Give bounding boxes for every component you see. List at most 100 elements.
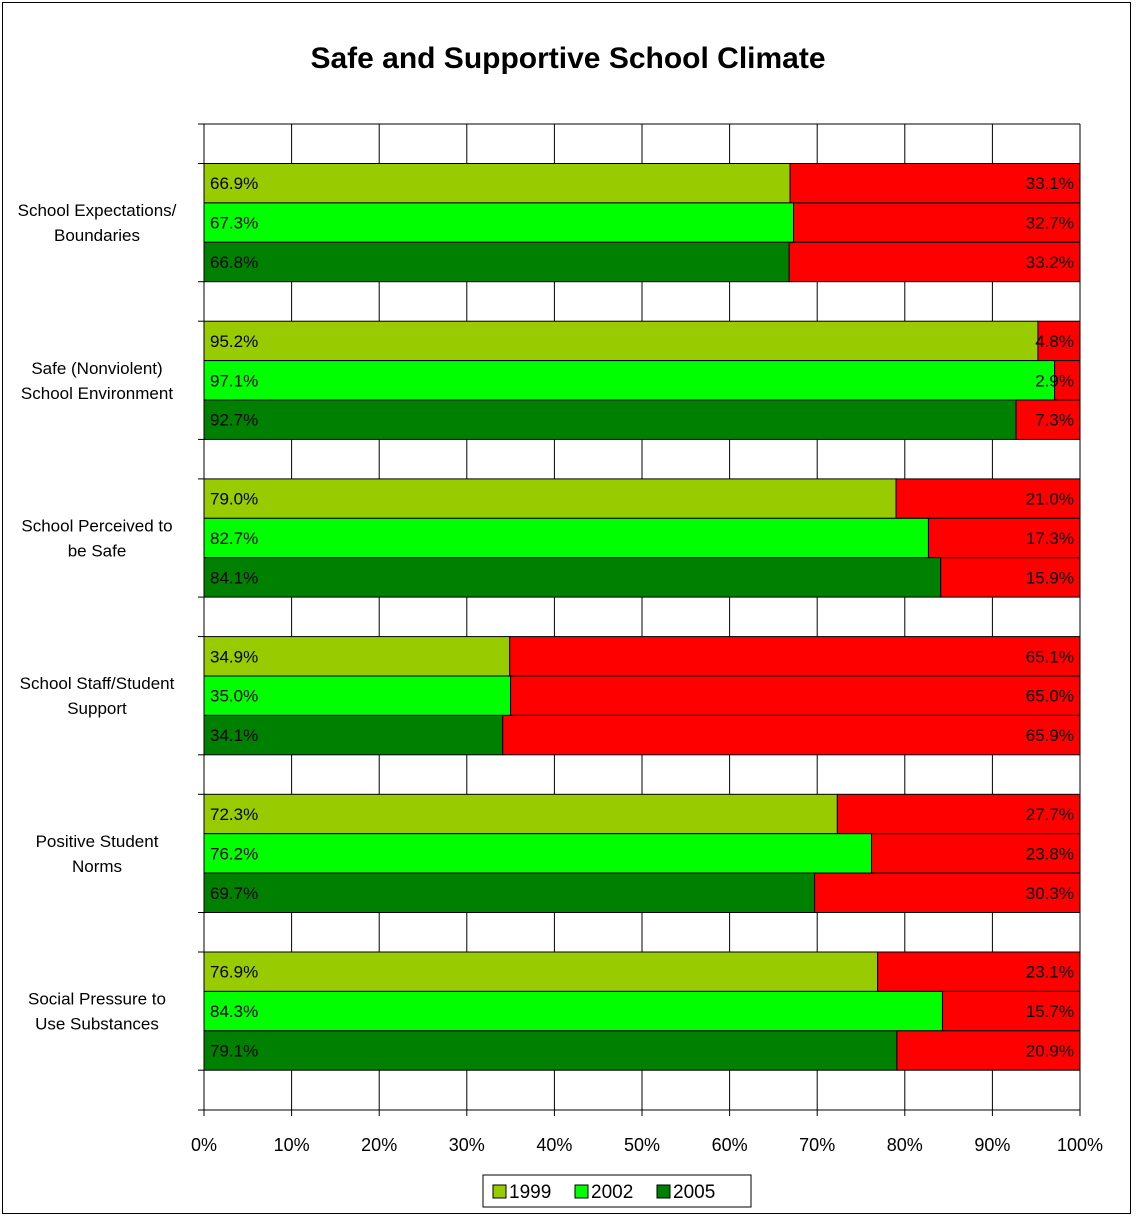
category-label: be Safe [68, 542, 127, 561]
bar-remainder-label: 65.1% [1026, 647, 1074, 666]
legend-swatch-2002 [574, 1184, 589, 1199]
bar-1999 [203, 793, 838, 835]
category-label: Safe (Nonviolent) [31, 359, 162, 378]
x-tick-label: 60% [712, 1135, 748, 1155]
bar-remainder-label: 15.7% [1026, 1002, 1074, 1021]
bar-remainder-label: 65.0% [1026, 687, 1074, 706]
bar-remainder-label: 7.3% [1035, 411, 1074, 430]
bar-value-label: 76.9% [210, 963, 258, 982]
x-tick-label: 80% [887, 1135, 923, 1155]
bar-remainder-label: 65.9% [1026, 726, 1074, 745]
bar-2005 [203, 399, 1017, 440]
bar-2002 [203, 990, 943, 1032]
category-label: School Perceived to [21, 517, 172, 536]
bar-remainder [927, 517, 1081, 559]
bar-remainder [836, 793, 1081, 835]
category-label: Support [67, 699, 127, 718]
bar-value-label: 34.9% [210, 647, 258, 666]
bar-remainder-label: 21.0% [1026, 490, 1074, 509]
bar-2002 [203, 360, 1056, 401]
x-tick-label: 40% [536, 1135, 572, 1155]
bar-value-label: 84.1% [210, 568, 258, 587]
bar-remainder [1054, 360, 1081, 401]
bar-2005 [203, 714, 504, 756]
bar-value-label: 97.1% [210, 371, 258, 390]
bar-value-label: 66.9% [210, 174, 258, 193]
bar-2005 [203, 557, 942, 598]
bar-remainder-label: 27.7% [1026, 805, 1074, 824]
category-label: Use Substances [35, 1015, 159, 1034]
bar-remainder [940, 557, 1081, 598]
x-tick-label: 100% [1057, 1135, 1103, 1155]
bar-1999 [203, 163, 791, 204]
category-label: Norms [72, 857, 122, 876]
bar-remainder [896, 1030, 1081, 1071]
plot-area: 0% 10% 20% 30% 40% 50% 60% 70% 80% 90% 100% 66.9% 33… [18, 123, 1103, 1155]
legend-box [482, 1174, 752, 1208]
bar-remainder [509, 636, 1081, 677]
bar-remainder [871, 833, 1081, 874]
bar-remainder [789, 163, 1081, 204]
bar-2002 [203, 833, 873, 874]
category-label: Social Pressure to [28, 990, 166, 1009]
bar-remainder [1037, 320, 1081, 362]
bar-remainder-label: 33.1% [1026, 174, 1074, 193]
bar-value-label: 95.2% [210, 332, 258, 351]
category-label: School Expectations/ [18, 201, 177, 220]
bar-2005 [203, 1030, 898, 1071]
x-tick-label: 70% [799, 1135, 835, 1155]
bar-remainder-label: 33.2% [1026, 253, 1074, 272]
bar-2005 [203, 241, 790, 283]
bar-value-label: 79.0% [210, 490, 258, 509]
bar-remainder [502, 714, 1081, 756]
bar-remainder [941, 990, 1081, 1032]
bar-remainder [510, 675, 1081, 716]
legend-swatch-1999 [492, 1184, 507, 1199]
category-label: School Staff/Student [20, 674, 175, 693]
legend-swatch-2005 [656, 1184, 671, 1199]
bar-value-label: 67.3% [210, 214, 258, 233]
bar-remainder [1015, 399, 1081, 440]
legend-label-2002: 2002 [591, 1182, 633, 1203]
bar-1999 [203, 478, 897, 519]
bar-value-label: 84.3% [210, 1002, 258, 1021]
bar-remainder-label: 17.3% [1026, 529, 1074, 548]
bar-1999 [203, 636, 511, 677]
chart-title: Safe and Supportive School Climate [310, 42, 825, 75]
bar-1999 [203, 320, 1039, 362]
bar-2002 [203, 675, 512, 716]
x-tick-label: 10% [274, 1135, 310, 1155]
bar-value-label: 79.1% [210, 1042, 258, 1061]
bar-remainder [877, 951, 1081, 992]
x-tick-label: 0% [191, 1135, 217, 1155]
bar-value-label: 34.1% [210, 726, 258, 745]
bar-remainder-label: 4.8% [1035, 332, 1074, 351]
bar-2005 [203, 872, 816, 913]
category-label: School Environment [21, 384, 173, 403]
bar-remainder-label: 20.9% [1026, 1042, 1074, 1061]
bar-1999 [203, 951, 879, 992]
x-tick-label: 50% [624, 1135, 660, 1155]
bar-value-label: 92.7% [210, 411, 258, 430]
category-label: Boundaries [54, 226, 140, 245]
x-tick-label: 90% [974, 1135, 1010, 1155]
bar-remainder-label: 30.3% [1026, 884, 1074, 903]
bar-value-label: 35.0% [210, 687, 258, 706]
bar-remainder [895, 478, 1081, 519]
category-label: Positive Student [36, 832, 159, 851]
bar-remainder-label: 2.9% [1035, 371, 1074, 390]
bar-remainder-label: 15.9% [1026, 568, 1074, 587]
x-tick-label: 30% [449, 1135, 485, 1155]
bar-2002 [203, 202, 795, 243]
bar-value-label: 72.3% [210, 805, 258, 824]
bar-remainder-label: 32.7% [1026, 214, 1074, 233]
bar-value-label: 66.8% [210, 253, 258, 272]
bar-remainder-label: 23.8% [1026, 844, 1074, 863]
legend-label-1999: 1999 [509, 1182, 551, 1203]
bar-value-label: 69.7% [210, 884, 258, 903]
bar-remainder [793, 202, 1081, 243]
bar-value-label: 76.2% [210, 844, 258, 863]
bar-value-label: 82.7% [210, 529, 258, 548]
bar-remainder [788, 241, 1081, 283]
